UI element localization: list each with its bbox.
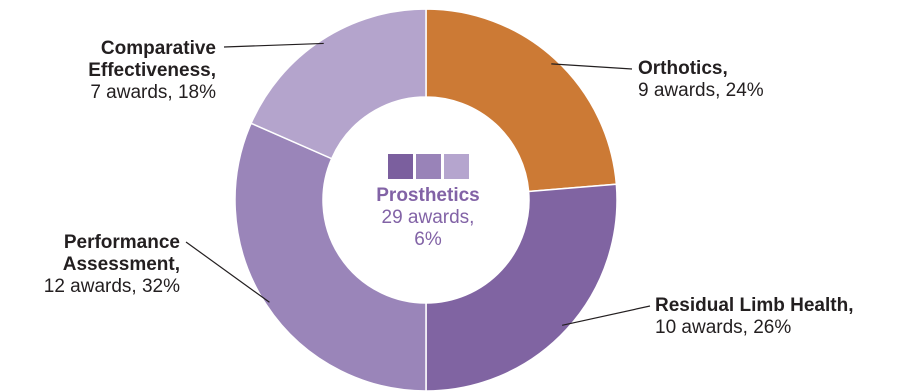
- center-square: [387, 154, 413, 179]
- leader-lines: [185, 42, 651, 326]
- slice-name-line1: Performance: [63, 232, 180, 253]
- slice-name: Residual Limb Health,: [655, 295, 854, 316]
- center-square: [415, 154, 441, 179]
- slice-label-comparative-effectiveness: Comparative Effectiveness, 7 awards, 18%: [0, 38, 216, 104]
- slice-label-performance-assessment: Performance Assessment, 12 awards, 32%: [0, 232, 180, 298]
- slice-name-line2: Effectiveness,: [88, 60, 216, 81]
- leader-orthotics: [551, 63, 633, 70]
- center-label: Prosthetics 29 awards, 6%: [346, 154, 510, 251]
- slice-comparative-effectiveness: [250, 8, 427, 160]
- center-title: Prosthetics: [376, 185, 480, 206]
- slice-name: Orthotics,: [638, 58, 728, 79]
- leader-comparative-effectiveness: [223, 42, 324, 48]
- center-square: [443, 154, 469, 179]
- slice-performance-assessment: [234, 122, 427, 391]
- slice-name-line1: Comparative: [100, 38, 216, 59]
- slice-residual-limb-health: [425, 183, 618, 391]
- donut-slices: [234, 8, 618, 391]
- center-squares: [346, 154, 510, 179]
- leader-residual-limb-health: [561, 305, 651, 326]
- slice-detail: 10 awards, 26%: [655, 317, 792, 338]
- slice-detail: 12 awards, 32%: [43, 276, 180, 297]
- slice-orthotics: [425, 8, 618, 193]
- center-detail-line2: 6%: [414, 229, 442, 250]
- slice-detail: 7 awards, 18%: [90, 82, 216, 103]
- center-detail-line1: 29 awards,: [381, 207, 475, 228]
- slice-label-residual-limb-health: Residual Limb Health, 10 awards, 26%: [655, 295, 853, 339]
- slice-detail: 9 awards, 24%: [638, 80, 764, 101]
- slice-name-line2: Assessment,: [62, 254, 180, 275]
- leader-performance-assessment: [185, 241, 270, 303]
- slice-label-orthotics: Orthotics, 9 awards, 24%: [638, 58, 764, 102]
